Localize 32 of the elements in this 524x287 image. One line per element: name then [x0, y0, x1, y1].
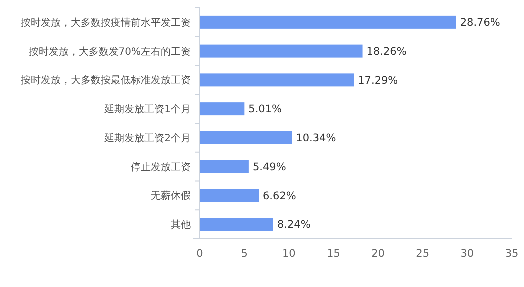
bar — [200, 160, 249, 174]
x-tick-label: 30 — [460, 248, 474, 260]
bar — [200, 74, 354, 87]
data-label: 6.62% — [263, 190, 296, 202]
x-tick-label: 5 — [241, 248, 248, 260]
y-tick-label: 无薪休假 — [151, 190, 191, 202]
x-tick-label: 20 — [372, 248, 385, 260]
bar — [200, 16, 456, 29]
bar — [200, 131, 292, 144]
y-tick-label: 延期发放工资2个月 — [104, 132, 191, 144]
bar — [200, 189, 260, 202]
y-tick-label: 延期发放工资1个月 — [104, 104, 191, 116]
bar — [200, 102, 245, 116]
data-label: 28.76% — [460, 17, 500, 30]
x-tick-label: 0 — [196, 248, 204, 260]
y-tick-label: 按时发放，大多数按疫情前水平发工资 — [21, 16, 191, 29]
bar — [200, 44, 363, 58]
data-label: 5.49% — [252, 161, 286, 174]
y-tick-label: 停止发放工资 — [131, 161, 191, 174]
x-tick-label: 25 — [416, 248, 430, 260]
y-tick-label: 按时发放，大多数发70%左右的工资 — [28, 46, 191, 58]
x-tick-label: 15 — [327, 248, 340, 260]
y-tick-label: 其他 — [171, 219, 191, 232]
data-label: 17.29% — [358, 74, 398, 87]
x-tick-label: 10 — [282, 248, 296, 260]
data-label: 18.26% — [366, 46, 407, 58]
x-tick-label: 35 — [505, 248, 519, 260]
bar — [200, 218, 274, 232]
y-tick-label: 按时发放，大多数按最低标准发放工资 — [21, 74, 191, 87]
data-label: 5.01% — [248, 104, 282, 116]
data-label: 8.24% — [277, 219, 311, 232]
data-label: 10.34% — [296, 132, 336, 145]
